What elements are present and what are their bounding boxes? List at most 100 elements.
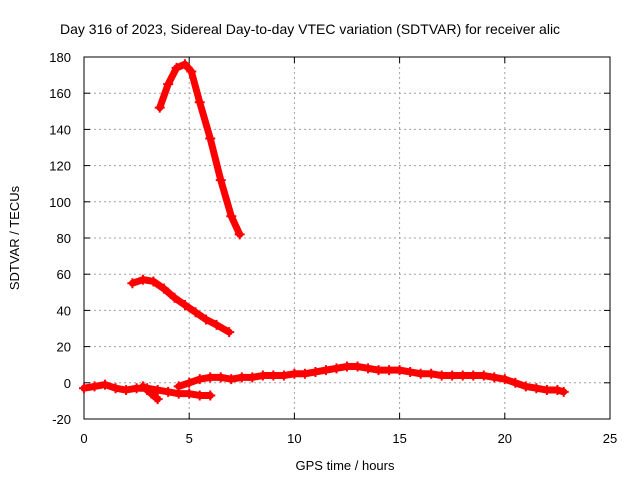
x-tick-label: 0 — [80, 431, 87, 446]
x-tick-label: 20 — [498, 431, 512, 446]
data-point — [224, 327, 235, 338]
series-line — [156, 60, 244, 238]
data-point — [205, 390, 216, 401]
data-point — [558, 386, 569, 397]
data-point — [121, 385, 132, 396]
data-point — [373, 365, 384, 376]
y-tick-label: 100 — [49, 195, 71, 210]
data-point — [520, 381, 531, 392]
data-point — [499, 374, 510, 385]
data-point — [194, 374, 205, 385]
data-point — [194, 390, 205, 401]
data-point — [234, 229, 245, 240]
data-point — [342, 361, 352, 372]
series-1 — [154, 59, 245, 240]
y-tick-label: 160 — [49, 86, 71, 101]
data-point — [531, 383, 542, 394]
data-point — [179, 299, 190, 310]
data-point — [173, 381, 184, 392]
y-tick-label: 80 — [57, 231, 71, 246]
data-point — [169, 292, 180, 303]
data-point — [468, 370, 479, 381]
data-point — [148, 276, 159, 287]
data-point — [510, 377, 521, 388]
data-point — [257, 370, 268, 381]
x-axis-label: GPS time / hours — [296, 458, 395, 473]
series-line — [128, 276, 233, 336]
data-point — [489, 372, 500, 383]
data-point — [226, 374, 237, 385]
data-point — [179, 59, 190, 70]
data-point — [247, 372, 258, 383]
data-point — [268, 370, 279, 381]
data-point — [110, 383, 121, 394]
grid — [84, 57, 610, 419]
data-point — [184, 377, 195, 388]
data-point — [190, 307, 201, 318]
data-point — [415, 368, 426, 379]
data-point — [384, 365, 395, 376]
data-point — [186, 66, 197, 77]
data-point — [150, 392, 161, 403]
data-point — [205, 133, 216, 144]
data-point — [457, 370, 468, 381]
data-point — [426, 368, 437, 379]
data-point — [100, 379, 111, 390]
data-point — [447, 370, 458, 381]
data-point — [436, 370, 447, 381]
data-point — [211, 319, 222, 330]
data-point — [154, 102, 165, 113]
data-point — [394, 365, 405, 376]
data-point — [552, 385, 563, 396]
y-axis-label: SDTVAR / TECUs — [7, 185, 22, 290]
y-tick-label: -20 — [52, 412, 71, 427]
data-point — [79, 383, 89, 394]
data-point — [310, 366, 321, 377]
series-5 — [137, 381, 163, 405]
data-point — [541, 385, 552, 396]
y-tick-label: 120 — [49, 159, 71, 174]
data-point — [363, 363, 374, 374]
data-point — [152, 385, 163, 396]
data-point — [320, 365, 331, 376]
x-tick-label: 5 — [186, 431, 193, 446]
data-point — [184, 388, 195, 399]
data-point — [163, 79, 174, 90]
data-point — [226, 211, 237, 222]
data-point — [201, 314, 212, 325]
data-point — [194, 97, 205, 108]
y-tick-label: 20 — [57, 340, 71, 355]
y-tick-label: 140 — [49, 122, 71, 137]
data-series — [79, 59, 569, 405]
axis-ticks: 0 5 10 15 20 25 -20 0 20 40 60 80 100 120 140 160 180 — [49, 50, 617, 446]
x-tick-label: 15 — [392, 431, 406, 446]
data-point — [158, 283, 169, 294]
data-point — [205, 372, 216, 383]
y-tick-label: 60 — [57, 267, 71, 282]
data-point — [215, 372, 226, 383]
series-2 — [127, 274, 235, 338]
y-tick-label: 180 — [49, 50, 71, 65]
data-point — [127, 278, 138, 289]
data-point — [137, 274, 148, 285]
data-point — [331, 363, 342, 374]
data-point — [289, 368, 300, 379]
y-tick-label: 40 — [57, 303, 71, 318]
data-point — [352, 361, 363, 372]
data-point — [152, 394, 163, 405]
data-point — [278, 370, 289, 381]
y-tick-label: 0 — [64, 376, 71, 391]
series-4 — [173, 361, 569, 397]
data-point — [236, 372, 247, 383]
data-point — [299, 368, 310, 379]
chart-title: Day 316 of 2023, Sidereal Day-to-day VTE… — [60, 21, 560, 37]
data-point — [405, 366, 416, 377]
data-point — [163, 386, 174, 397]
data-point — [478, 370, 489, 381]
x-tick-label: 10 — [287, 431, 301, 446]
data-point — [215, 175, 226, 186]
x-tick-label: 25 — [603, 431, 617, 446]
data-point — [89, 381, 100, 392]
data-point — [171, 62, 182, 73]
